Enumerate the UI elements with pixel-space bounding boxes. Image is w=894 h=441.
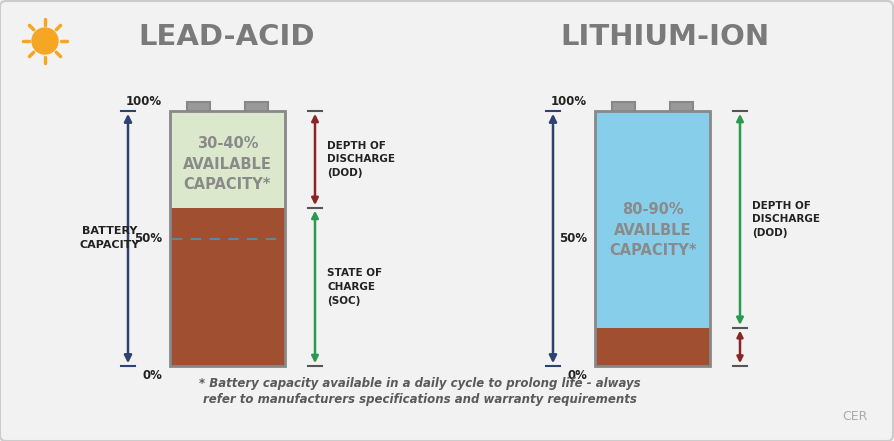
Text: 50%: 50% [559, 232, 587, 245]
Bar [612, 102, 636, 111]
Text: 100%: 100% [126, 95, 162, 108]
Text: STATE OF
CHARGE
(SOC): STATE OF CHARGE (SOC) [327, 269, 382, 306]
Bar [170, 208, 285, 366]
Text: 80-90%
AVAILBLE
CAPACITY*: 80-90% AVAILBLE CAPACITY* [609, 202, 696, 258]
Bar [245, 102, 267, 111]
Text: refer to manufacturers specifications and warranty requirements: refer to manufacturers specifications an… [203, 392, 637, 406]
Bar [187, 102, 210, 111]
Text: 0%: 0% [142, 369, 162, 382]
Text: 0%: 0% [567, 369, 587, 382]
Bar [170, 111, 285, 366]
Text: 100%: 100% [551, 95, 587, 108]
Text: 50%: 50% [134, 232, 162, 245]
Bar [595, 328, 710, 366]
Text: * Battery capacity available in a daily cycle to prolong life - always: * Battery capacity available in a daily … [199, 377, 641, 390]
Text: CER: CER [843, 410, 868, 422]
Text: DEPTH OF
DISCHARGE
(DOD): DEPTH OF DISCHARGE (DOD) [752, 201, 820, 238]
Text: LITHIUM-ION: LITHIUM-ION [561, 23, 770, 51]
Bar [170, 111, 285, 208]
Bar [595, 111, 710, 366]
Bar [670, 102, 693, 111]
Text: 30-40%
AVAILABLE
CAPACITY*: 30-40% AVAILABLE CAPACITY* [183, 136, 272, 192]
Text: DEPTH OF
DISCHARGE
(DOD): DEPTH OF DISCHARGE (DOD) [327, 141, 395, 178]
Text: BATTERY
CAPACITY: BATTERY CAPACITY [80, 227, 140, 250]
Text: LEAD-ACID: LEAD-ACID [139, 23, 316, 51]
Circle shape [32, 28, 58, 54]
Bar [595, 111, 710, 328]
